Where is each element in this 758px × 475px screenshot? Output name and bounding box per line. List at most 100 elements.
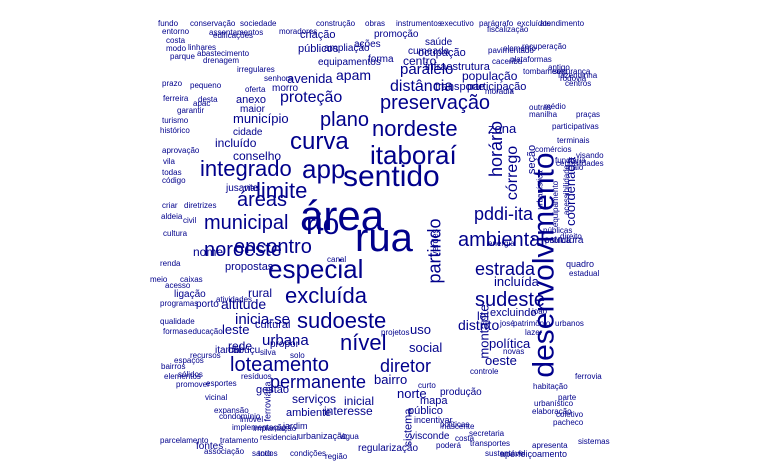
word-cloud-term: ligação [174, 289, 206, 300]
word-cloud-term: modo [166, 44, 187, 53]
word-cloud-term: lei [477, 309, 490, 323]
word-cloud-term: vicinal [205, 393, 228, 402]
word-cloud-term: entorno [162, 27, 190, 36]
word-cloud-term: outras [529, 103, 552, 112]
word-cloud-term: associação [204, 447, 245, 456]
word-cloud-term: implantação [253, 424, 297, 433]
word-cloud-term: sudeste [475, 289, 546, 311]
word-cloud-term: abastecimento [197, 49, 250, 58]
word-cloud-term: ferroviária [262, 381, 273, 422]
word-cloud-term: parte [558, 393, 577, 402]
word-cloud-term: tratamento [220, 436, 259, 445]
word-cloud-term: apac [193, 99, 211, 108]
word-cloud-term: centralidades [556, 159, 604, 168]
word-cloud-term: novas [503, 347, 525, 356]
word-cloud-term: acessibilidade [562, 164, 572, 216]
word-cloud-term: senhora [264, 74, 293, 83]
word-cloud-term: visconde [410, 431, 450, 442]
word-cloud-term: distrito [458, 317, 500, 333]
word-cloud-term: civil [183, 216, 197, 225]
word-cloud-term: ambiental [458, 229, 545, 251]
word-cloud-term: oferta [245, 85, 266, 94]
word-cloud-term: canal [327, 255, 347, 264]
word-cloud-term: proteção [280, 89, 343, 106]
word-cloud-term: obras [365, 19, 386, 28]
word-cloud-term: jusante [226, 183, 259, 194]
word-cloud-term: elaboração [532, 407, 572, 416]
word-cloud-term: patrimônio [513, 319, 551, 328]
word-cloud-term: diretor [380, 356, 432, 376]
word-cloud-term: joão [532, 307, 548, 316]
word-cloud-term: maior [240, 104, 266, 115]
word-cloud-term: público [408, 405, 443, 417]
word-cloud-term: condições [290, 449, 327, 458]
word-cloud-term: morro [272, 83, 299, 94]
word-cloud-term: centro [403, 54, 437, 68]
word-cloud-term: caixas [180, 275, 203, 284]
word-cloud-term: elementos [164, 372, 201, 381]
word-cloud-term: equipamentos [318, 57, 381, 68]
word-cloud-term: regularização [358, 443, 419, 454]
word-cloud-term: aperfeiçoamento [500, 449, 568, 459]
word-cloud-term: públicos [298, 43, 339, 55]
word-cloud-term: plataformas [510, 55, 552, 64]
word-cloud-term: paralelo [400, 61, 454, 78]
word-cloud-term: curva [290, 128, 349, 155]
word-cloud-term: ampliação [324, 43, 370, 54]
word-cloud-term: nível [340, 330, 387, 355]
word-cloud-term: visando [576, 151, 604, 160]
word-cloud-term: vila [163, 157, 176, 166]
word-cloud-term: oeste [485, 353, 517, 368]
word-cloud-term: especial [268, 254, 364, 284]
word-cloud-term: irregulares [237, 65, 275, 74]
word-cloud-term: públicas [543, 226, 573, 235]
word-cloud-term: sentido [343, 160, 440, 193]
word-cloud-term: apresenta [532, 441, 568, 450]
word-cloud-term: maio [566, 163, 584, 172]
word-cloud-term: excluídos [517, 19, 551, 28]
word-cloud-term: incentivar [414, 415, 453, 425]
word-cloud-term: quadro [566, 259, 595, 269]
word-cloud-term: nordeste [372, 116, 458, 141]
word-cloud-term: município [233, 111, 289, 126]
word-cloud-term: forma [368, 54, 394, 65]
word-cloud-term: pacheco [553, 418, 584, 427]
word-cloud-term: gestão [256, 384, 290, 396]
word-cloud-term: cidade [233, 127, 263, 138]
word-cloud-term: espaços [174, 356, 204, 365]
word-cloud-term: urbanística [535, 170, 545, 210]
word-cloud-term: educação [188, 327, 223, 336]
word-cloud-term: apam [336, 67, 372, 83]
word-cloud-term: habitação [533, 382, 568, 391]
word-cloud-term: santo [252, 449, 272, 458]
word-cloud-term: vias [244, 183, 261, 193]
word-cloud-term: instrumentos [396, 19, 442, 28]
word-cloud-term: políticas [440, 420, 470, 429]
word-cloud-term: fontes [196, 441, 224, 452]
word-cloud-term: manilha [529, 110, 558, 119]
word-cloud-term: permanente [270, 372, 367, 392]
word-cloud-term: comércios [535, 145, 572, 154]
word-cloud-term: nascente [442, 422, 475, 431]
word-cloud-term: silva [260, 348, 277, 357]
word-cloud-term: formas [163, 327, 188, 336]
word-cloud-term: porto [196, 299, 219, 310]
word-cloud-term: social [409, 340, 443, 355]
word-cloud-term: ocupação [418, 47, 466, 59]
word-cloud-term: integrado [200, 156, 292, 181]
word-cloud-term: residencial [260, 433, 299, 442]
word-cloud-term: criar [162, 201, 178, 210]
word-cloud-term: atividades [216, 295, 253, 304]
word-cloud-term: plano [320, 109, 369, 131]
word-cloud-term: criação [300, 29, 336, 41]
word-cloud-term: preservação [380, 92, 491, 114]
word-cloud-term: infraestrutura [425, 61, 490, 73]
word-cloud-term: rede [228, 339, 253, 353]
word-cloud-term: energia [488, 239, 515, 248]
word-cloud-term: altitude [221, 296, 267, 312]
word-cloud-term: parágrafo [479, 19, 514, 28]
word-cloud-term: josé [500, 319, 515, 328]
word-cloud-term: aldeia [161, 212, 183, 221]
word-cloud-term: interesse [324, 404, 373, 418]
